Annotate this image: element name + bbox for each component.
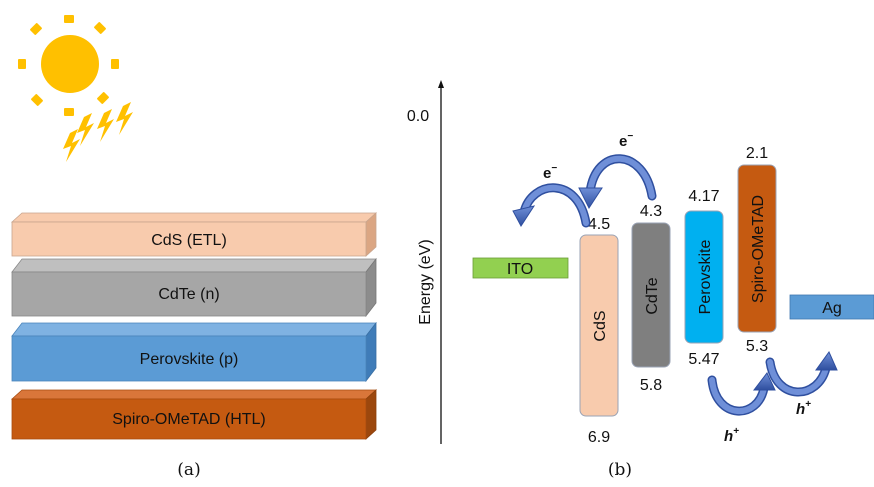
band-perovskite: Perovskite 4.17 5.47 (684, 188, 724, 368)
electron-arrow-cdte-to-cds (578, 154, 657, 210)
sun-disc (41, 35, 99, 93)
hole-label-right: h+ (796, 399, 811, 418)
perovskite-band-label: Perovskite (697, 240, 714, 315)
cds-top-value: 4.5 (588, 216, 610, 233)
layer-cds-etl: CdS (ETL) (10, 212, 378, 257)
electrode-ito: ITO (472, 257, 569, 279)
spiro-bottom-value: 5.3 (746, 338, 768, 355)
layer-spiro-htl: Spiro-OMeTAD (HTL) (10, 389, 378, 440)
layer-cdte-label: CdTe (n) (158, 286, 219, 303)
cds-bottom-value: 6.9 (588, 429, 610, 446)
ag-label: Ag (822, 300, 842, 317)
ito-label: ITO (507, 261, 533, 278)
hole-symbol: h (796, 401, 805, 418)
axis-top-value: 0.0 (407, 108, 429, 125)
electron-label-left: e− (543, 163, 557, 182)
band-spiro: Spiro-OMeTAD 2.1 5.3 (737, 145, 777, 355)
spiro-top-value: 2.1 (746, 145, 768, 162)
perovskite-bottom-value: 5.47 (688, 351, 719, 368)
band-cds: CdS 4.5 6.9 (579, 216, 619, 446)
electron-label-top: e− (619, 131, 633, 150)
hole-arrow-spiro-to-ag (765, 351, 838, 397)
cdte-top-value: 4.3 (640, 203, 662, 220)
caption-a: (a) (177, 460, 200, 480)
cdte-bottom-value: 5.8 (640, 377, 662, 394)
layer-cdte-n: CdTe (n) (11, 257, 377, 318)
panel-b: 0.0 Energy (eV) ITO CdS 4.5 6.9 CdTe 4.3… (407, 80, 874, 480)
cdte-band-label: CdTe (644, 277, 661, 314)
svg-text:e−: e− (543, 163, 557, 182)
axis-label: Energy (eV) (417, 239, 434, 324)
layer-stack: CdS (ETL) CdTe (n) Perovskite (p) (10, 212, 378, 440)
svg-text:h+: h+ (796, 399, 811, 418)
electron-symbol: e (619, 133, 627, 150)
energy-axis: 0.0 Energy (eV) (407, 80, 444, 444)
layer-cds-label: CdS (ETL) (151, 232, 227, 249)
svg-text:h+: h+ (724, 426, 739, 445)
sun-lightning-rays (63, 102, 133, 162)
cds-band-label: CdS (592, 310, 609, 341)
caption-b: (b) (608, 460, 632, 480)
electrode-ag: Ag (789, 294, 874, 320)
band-cdte: CdTe 4.3 5.8 (631, 203, 671, 394)
axis-arrowhead (438, 80, 444, 88)
hole-sup: + (733, 426, 739, 437)
layer-perovskite-label: Perovskite (p) (140, 351, 239, 368)
electron-arrow-cds-to-ito (512, 183, 591, 228)
sun-rays (18, 15, 119, 116)
svg-text:e−: e− (619, 131, 633, 150)
hole-symbol: h (724, 428, 733, 445)
spiro-band-label: Spiro-OMeTAD (750, 195, 767, 303)
hole-label-left: h+ (724, 426, 739, 445)
layer-spiro-label: Spiro-OMeTAD (HTL) (112, 411, 266, 428)
perovskite-top-value: 4.17 (688, 188, 719, 205)
electron-sup: − (627, 131, 633, 142)
panel-a: CdS (ETL) CdTe (n) Perovskite (p) (10, 15, 378, 480)
hole-sup: + (805, 399, 811, 410)
electron-symbol: e (543, 165, 551, 182)
hole-arrow-perovskite-to-spiro (707, 372, 776, 416)
sun-icon (18, 15, 133, 162)
layer-perovskite-p: Perovskite (p) (11, 321, 377, 383)
electron-sup: − (551, 163, 557, 174)
